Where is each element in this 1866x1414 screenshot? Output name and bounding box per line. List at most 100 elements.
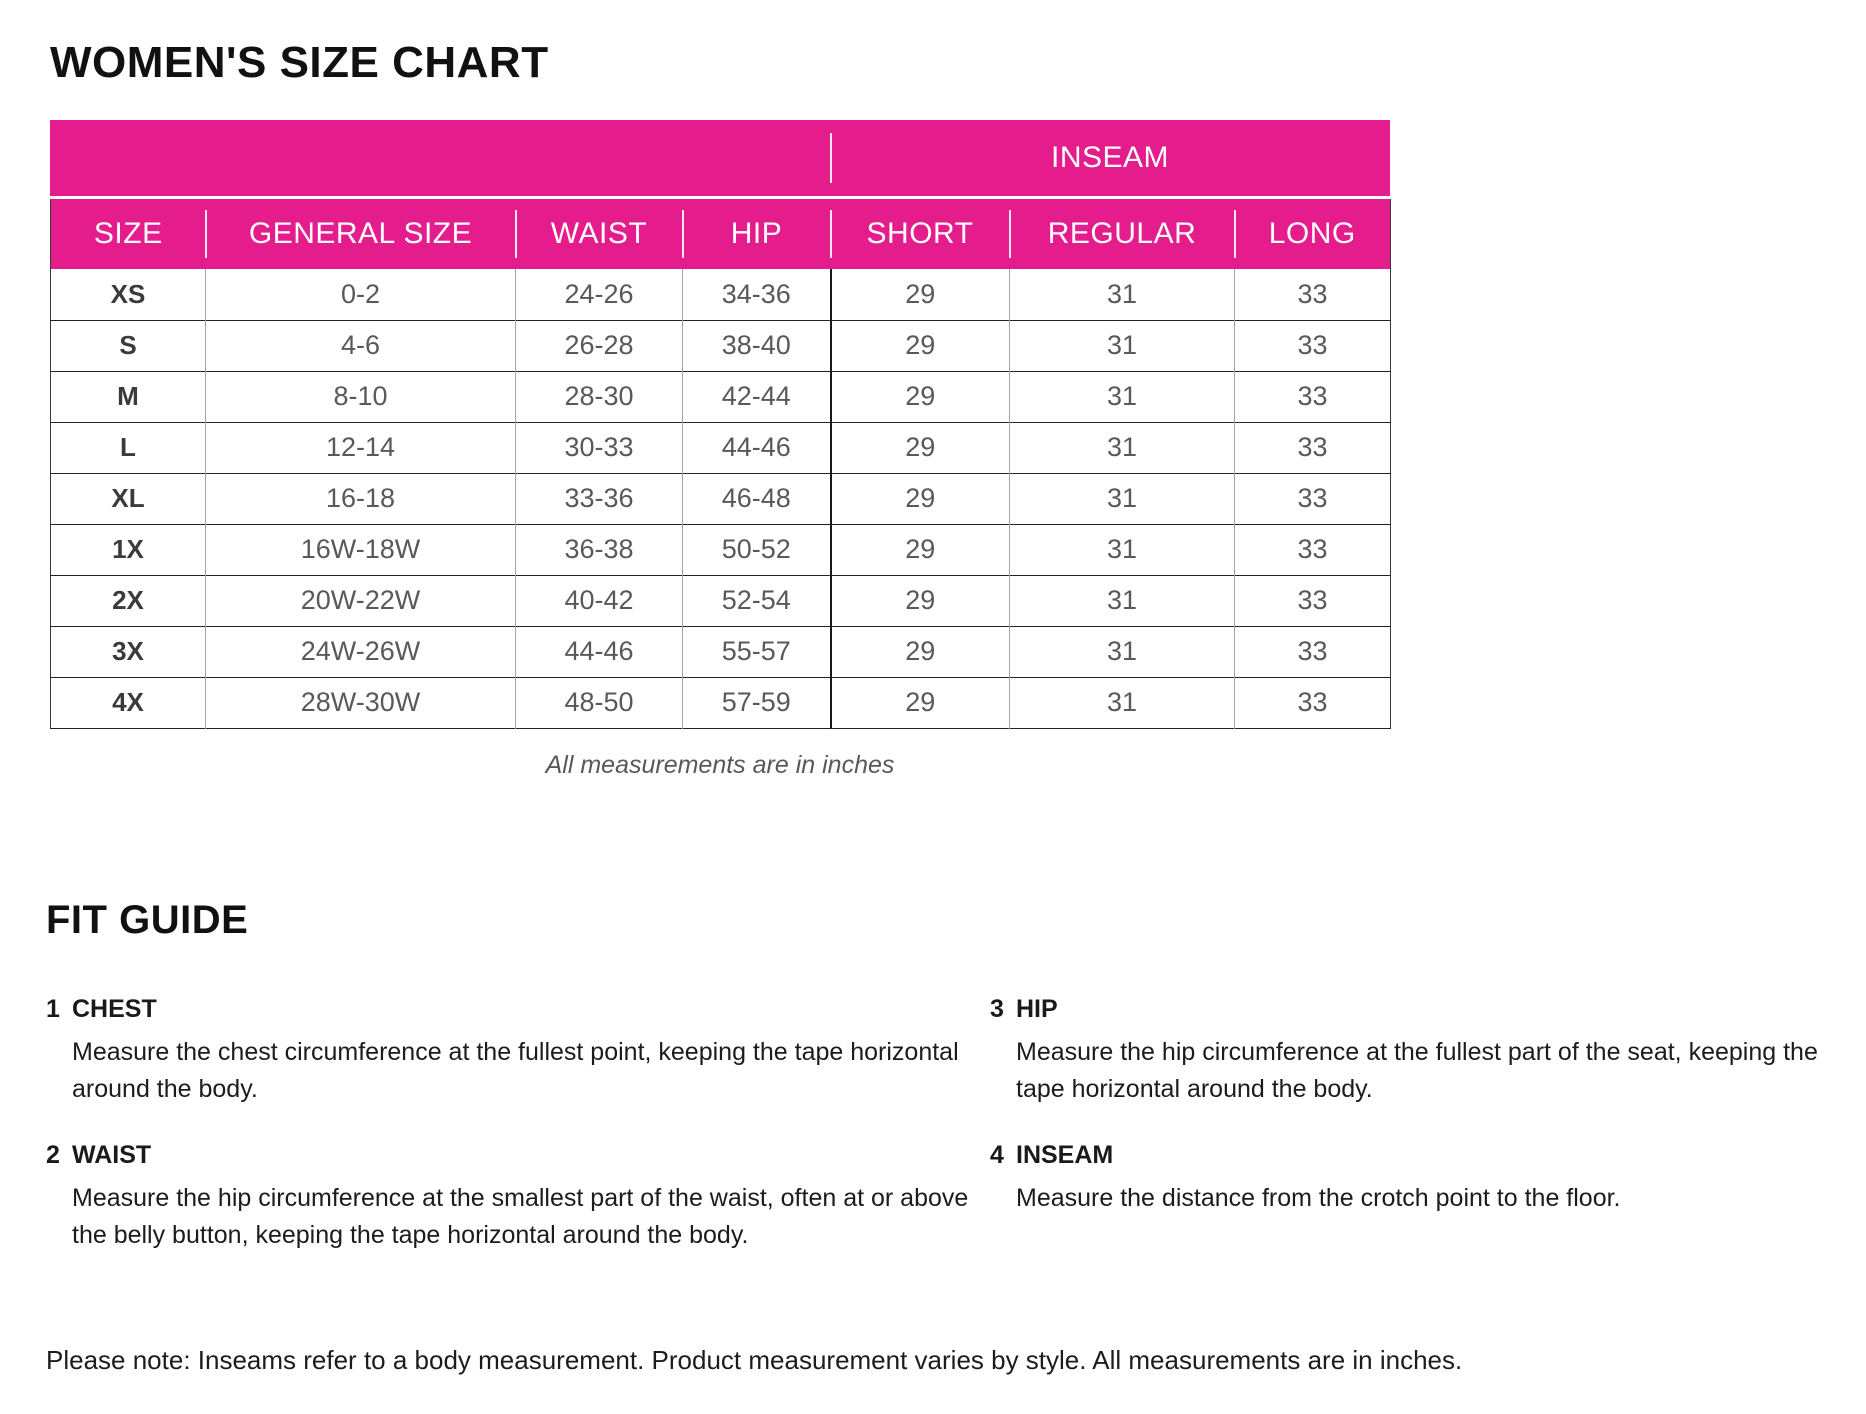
fit-item-heading: 2 WAIST [46, 1141, 990, 1170]
value-cell: 33 [1234, 676, 1391, 728]
fit-guide-title: FIT GUIDE [46, 897, 249, 942]
fit-item-description: Measure the hip circumference at the ful… [1016, 1037, 1818, 1104]
fit-item-number: 3 [990, 994, 1004, 1023]
value-cell: 24-26 [515, 269, 683, 320]
column-header-regular: REGULAR [1008, 199, 1235, 269]
value-cell: 31 [1009, 370, 1235, 422]
table-row: 3X 24W-26W 44-46 55-57 29 31 33 [50, 625, 1391, 677]
value-cell: 12-14 [205, 421, 516, 473]
value-cell: 29 [829, 472, 1010, 524]
fit-item-inseam: 4 INSEAM Measure the distance from the c… [990, 1141, 1866, 1218]
fit-item-description: Measure the distance from the crotch poi… [1016, 1183, 1621, 1212]
value-cell: 38-40 [682, 319, 831, 371]
column-header-short: SHORT [829, 199, 1010, 269]
fit-item-heading: 3 HIP [990, 995, 1866, 1024]
fit-item-heading: 1 CHEST [46, 995, 990, 1024]
size-cell: L [50, 421, 206, 473]
value-cell: 33 [1234, 269, 1391, 320]
value-cell: 36-38 [515, 523, 683, 575]
fit-guide-columns: 1 CHEST Measure the chest circumference … [46, 995, 1866, 1287]
size-cell: 1X [50, 523, 206, 575]
value-cell: 29 [829, 370, 1010, 422]
value-cell: 46-48 [682, 472, 831, 524]
table-row: 1X 16W-18W 36-38 50-52 29 31 33 [50, 523, 1391, 575]
fit-guide-column-left: 1 CHEST Measure the chest circumference … [46, 995, 990, 1287]
value-cell: 29 [829, 676, 1010, 728]
value-cell: 34-36 [682, 269, 831, 320]
value-cell: 40-42 [515, 574, 683, 626]
value-cell: 20W-22W [205, 574, 516, 626]
value-cell: 33 [1234, 523, 1391, 575]
value-cell: 0-2 [205, 269, 516, 320]
fit-item-label: INSEAM [1016, 1140, 1114, 1169]
column-header-long: LONG [1233, 199, 1391, 269]
value-cell: 16-18 [205, 472, 516, 524]
column-header-size: SIZE [50, 199, 206, 269]
fit-item-number: 2 [46, 1140, 60, 1169]
fit-item-heading: 4 INSEAM [990, 1141, 1866, 1170]
value-cell: 44-46 [682, 421, 831, 473]
value-cell: 29 [829, 269, 1010, 320]
value-cell: 33 [1234, 319, 1391, 371]
value-cell: 50-52 [682, 523, 831, 575]
value-cell: 31 [1009, 269, 1235, 320]
value-cell: 57-59 [682, 676, 831, 728]
table-row: S 4-6 26-28 38-40 29 31 33 [50, 319, 1391, 371]
table-group-header-band: INSEAM [50, 120, 1390, 199]
value-cell: 48-50 [515, 676, 683, 728]
value-cell: 44-46 [515, 625, 683, 677]
table-row: L 12-14 30-33 44-46 29 31 33 [50, 421, 1391, 473]
fit-item-chest: 1 CHEST Measure the chest circumference … [46, 995, 990, 1109]
value-cell: 33 [1234, 574, 1391, 626]
table-row: XL 16-18 33-36 46-48 29 31 33 [50, 472, 1391, 524]
size-cell: 3X [50, 625, 206, 677]
value-cell: 4-6 [205, 319, 516, 371]
fit-item-number: 4 [990, 1140, 1004, 1169]
value-cell: 29 [829, 625, 1010, 677]
fit-item-number: 1 [46, 994, 60, 1023]
size-cell: M [50, 370, 206, 422]
value-cell: 29 [829, 574, 1010, 626]
size-cell: 2X [50, 574, 206, 626]
value-cell: 33 [1234, 370, 1391, 422]
fit-item-label: CHEST [72, 994, 157, 1023]
size-cell: XS [50, 269, 206, 320]
column-header-waist: WAIST [514, 199, 683, 269]
value-cell: 16W-18W [205, 523, 516, 575]
value-cell: 8-10 [205, 370, 516, 422]
column-header-general-size: GENERAL SIZE [204, 199, 516, 269]
value-cell: 31 [1009, 472, 1235, 524]
table-row: M 8-10 28-30 42-44 29 31 33 [50, 370, 1391, 422]
size-cell: S [50, 319, 206, 371]
table-row: 2X 20W-22W 40-42 52-54 29 31 33 [50, 574, 1391, 626]
value-cell: 28-30 [515, 370, 683, 422]
fit-item-hip: 3 HIP Measure the hip circumference at t… [990, 995, 1866, 1109]
column-header-hip: HIP [681, 199, 831, 269]
value-cell: 30-33 [515, 421, 683, 473]
page-title: WOMEN'S SIZE CHART [50, 38, 549, 87]
fit-item-label: WAIST [72, 1140, 152, 1169]
measurements-footnote: All measurements are in inches [545, 750, 895, 779]
column-header-row: SIZE GENERAL SIZE WAIST HIP SHORT REGULAR LONG [50, 199, 1391, 269]
value-cell: 42-44 [682, 370, 831, 422]
value-cell: 31 [1009, 574, 1235, 626]
value-cell: 55-57 [682, 625, 831, 677]
value-cell: 31 [1009, 625, 1235, 677]
size-chart-page: WOMEN'S SIZE CHART INSEAM SIZE GENERAL SI… [46, 38, 1866, 1375]
value-cell: 33 [1234, 421, 1391, 473]
inseam-group-header: INSEAM [830, 120, 1390, 196]
table-body: XS 0-2 24-26 34-36 29 31 33 S 4-6 26-28 38-40 29 31 3… [50, 269, 1391, 728]
fit-item-description: Measure the hip circumference at the sma… [72, 1183, 969, 1250]
value-cell: 26-28 [515, 319, 683, 371]
value-cell: 29 [829, 523, 1010, 575]
size-chart-table: INSEAM SIZE GENERAL SIZE WAIST HIP SHORT REGU… [50, 120, 1391, 729]
value-cell: 33 [1234, 472, 1391, 524]
value-cell: 31 [1009, 523, 1235, 575]
table-row: XS 0-2 24-26 34-36 29 31 33 [50, 269, 1391, 320]
value-cell: 31 [1009, 676, 1235, 728]
size-cell: XL [50, 472, 206, 524]
value-cell: 33-36 [515, 472, 683, 524]
bottom-note: Please note: Inseams refer to a body mea… [46, 1344, 1463, 1375]
fit-item-label: HIP [1016, 994, 1058, 1023]
value-cell: 29 [829, 421, 1010, 473]
